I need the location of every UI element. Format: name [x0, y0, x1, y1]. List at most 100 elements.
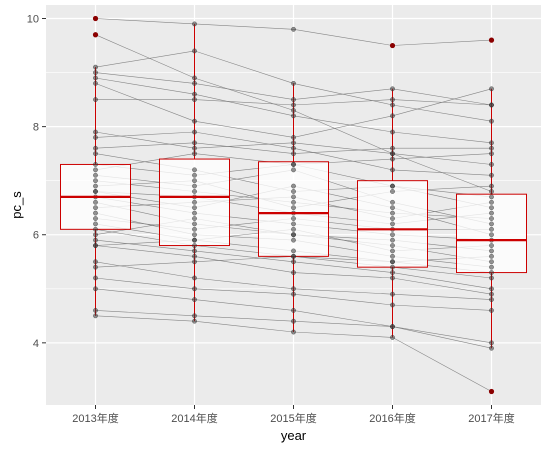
data-point — [93, 275, 98, 281]
data-point — [489, 345, 494, 351]
data-point — [192, 199, 197, 205]
data-point — [489, 189, 494, 194]
outlier-point — [92, 32, 99, 38]
data-point — [291, 216, 296, 221]
data-point — [192, 226, 197, 232]
data-point — [192, 286, 197, 292]
data-point — [291, 194, 296, 200]
data-point — [93, 205, 98, 211]
data-point — [93, 259, 98, 265]
data-point — [489, 286, 494, 292]
data-point — [390, 259, 395, 265]
x-tick-label: 2013年度 — [72, 411, 118, 425]
data-point — [192, 313, 197, 319]
x-tick-label: 2016年度 — [369, 411, 415, 425]
data-point — [390, 183, 395, 189]
data-point — [390, 199, 395, 205]
outlier-points — [92, 15, 495, 395]
data-point — [93, 97, 98, 103]
data-point — [489, 194, 494, 200]
data-point — [390, 324, 395, 330]
data-point — [291, 232, 296, 238]
data-point — [192, 21, 197, 27]
data-point — [291, 80, 296, 86]
data-point — [192, 80, 197, 86]
data-point — [192, 129, 197, 135]
data-point — [291, 318, 296, 324]
data-point — [93, 307, 98, 313]
data-point — [489, 183, 494, 189]
data-point — [489, 259, 494, 265]
data-point — [291, 253, 296, 259]
data-point — [489, 102, 494, 108]
data-point — [93, 172, 98, 178]
data-point — [93, 70, 98, 76]
data-point — [93, 199, 98, 205]
data-point — [390, 264, 395, 270]
data-point — [93, 129, 98, 135]
data-point — [291, 145, 296, 151]
data-point — [93, 210, 98, 216]
data-point — [291, 107, 296, 113]
data-point — [291, 286, 296, 292]
data-point — [291, 162, 296, 167]
data-point — [192, 237, 197, 243]
data-point — [93, 75, 98, 81]
data-point — [489, 297, 494, 303]
data-point — [390, 232, 395, 238]
data-point — [489, 248, 494, 254]
data-point — [93, 237, 98, 243]
data-point — [192, 151, 197, 157]
data-point — [93, 145, 98, 151]
data-point — [390, 113, 395, 119]
x-tick-label: 2017年度 — [468, 411, 514, 425]
y-axis-title: pc_s — [9, 191, 24, 219]
data-point — [192, 118, 197, 124]
data-point — [192, 297, 197, 303]
data-point — [489, 270, 494, 276]
data-point — [291, 307, 296, 313]
data-point — [390, 221, 395, 227]
data-point — [93, 286, 98, 292]
data-point — [489, 205, 494, 211]
data-point — [291, 329, 296, 335]
data-point — [192, 205, 197, 211]
data-point — [93, 189, 98, 194]
outlier-point — [389, 42, 396, 49]
outlier-point — [488, 37, 495, 43]
data-point — [489, 307, 494, 313]
data-point — [291, 167, 296, 173]
data-point — [489, 151, 494, 157]
data-point — [390, 216, 395, 221]
x-axis-title: year — [281, 428, 307, 443]
data-point — [489, 232, 494, 238]
data-point — [489, 221, 494, 227]
data-point — [291, 189, 296, 194]
data-point — [93, 80, 98, 86]
data-point — [390, 302, 395, 308]
data-point — [93, 64, 98, 70]
y-axis: 4 6 8 10 — [27, 14, 46, 350]
data-point — [390, 145, 395, 151]
data-point — [390, 237, 395, 243]
data-point — [291, 221, 296, 227]
data-point — [390, 291, 395, 297]
data-point — [390, 248, 395, 254]
data-point — [192, 253, 197, 259]
data-point — [390, 253, 395, 259]
data-point — [390, 167, 395, 173]
data-point — [489, 340, 494, 346]
data-point — [192, 210, 197, 216]
data-point — [390, 129, 395, 135]
data-points — [93, 16, 494, 394]
data-point — [489, 199, 494, 205]
data-point — [489, 275, 494, 281]
data-point — [192, 140, 197, 146]
data-point — [291, 237, 296, 243]
data-point — [192, 243, 197, 248]
data-point — [291, 97, 296, 103]
data-point — [390, 243, 395, 248]
outlier-point — [92, 15, 99, 22]
data-point — [93, 183, 98, 189]
